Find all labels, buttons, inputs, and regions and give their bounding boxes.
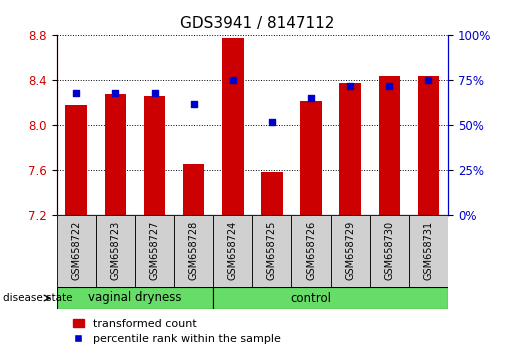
Point [111, 90, 119, 96]
Text: GSM658728: GSM658728 [188, 221, 199, 280]
Bar [370, 215, 409, 287]
Point [385, 83, 393, 88]
Bar [135, 215, 174, 287]
Bar [291, 215, 331, 287]
Point [150, 90, 159, 96]
Point [229, 78, 237, 83]
Text: GSM658729: GSM658729 [345, 221, 355, 280]
Text: GSM658724: GSM658724 [228, 221, 238, 280]
Bar [252, 215, 291, 287]
Text: GDS3941 / 8147112: GDS3941 / 8147112 [180, 16, 335, 31]
Text: GSM658731: GSM658731 [423, 221, 434, 280]
Point [307, 96, 315, 101]
Text: GSM658730: GSM658730 [384, 221, 394, 280]
Bar [144, 96, 165, 215]
Bar [418, 76, 439, 215]
Bar [261, 172, 283, 215]
Text: GSM658722: GSM658722 [71, 221, 81, 280]
Bar [222, 38, 244, 215]
Text: GSM658725: GSM658725 [267, 221, 277, 280]
Point [72, 90, 80, 96]
Bar [65, 105, 87, 215]
Point [190, 101, 198, 107]
Bar [213, 287, 448, 309]
Bar [57, 287, 213, 309]
Text: GSM658723: GSM658723 [110, 221, 121, 280]
Bar [174, 215, 213, 287]
Text: vaginal dryness: vaginal dryness [88, 291, 182, 304]
Bar [379, 76, 400, 215]
Bar [339, 82, 361, 215]
Bar [331, 215, 370, 287]
Text: control: control [290, 291, 332, 304]
Point [424, 78, 433, 83]
Bar [213, 215, 252, 287]
Point [268, 119, 276, 125]
Point [346, 83, 354, 88]
Bar [183, 165, 204, 215]
Bar [300, 101, 322, 215]
Legend: transformed count, percentile rank within the sample: transformed count, percentile rank withi… [73, 319, 280, 344]
Bar [105, 94, 126, 215]
Bar [409, 215, 448, 287]
Text: GSM658726: GSM658726 [306, 221, 316, 280]
Text: disease state: disease state [3, 293, 72, 303]
Text: GSM658727: GSM658727 [149, 221, 160, 280]
Bar [96, 215, 135, 287]
Bar [57, 215, 96, 287]
